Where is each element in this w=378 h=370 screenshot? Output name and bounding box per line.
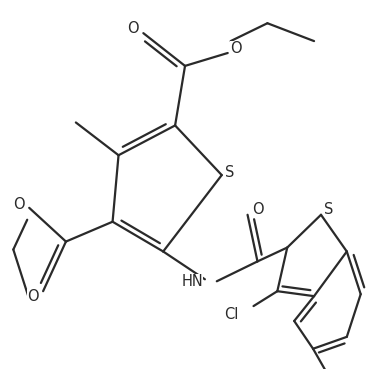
Text: Cl: Cl — [225, 306, 239, 322]
Text: S: S — [324, 202, 334, 217]
Text: S: S — [225, 165, 234, 179]
Text: O: O — [252, 202, 263, 217]
Text: HN: HN — [181, 274, 203, 289]
Text: O: O — [128, 21, 139, 36]
Text: O: O — [230, 41, 242, 56]
Text: O: O — [27, 289, 39, 304]
Text: O: O — [14, 197, 25, 212]
